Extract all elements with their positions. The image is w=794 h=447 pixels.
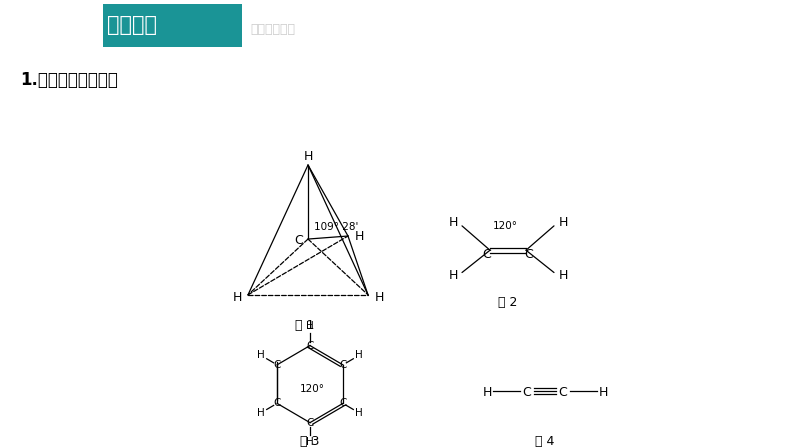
Text: 120°: 120° <box>492 221 518 231</box>
Text: H: H <box>558 216 568 229</box>
Text: H: H <box>256 350 264 360</box>
Text: H: H <box>356 350 363 360</box>
Text: H: H <box>303 150 313 164</box>
Text: 图 3: 图 3 <box>300 435 320 447</box>
Text: H: H <box>354 229 364 243</box>
Text: 夯实必备知识: 夯实必备知识 <box>250 23 295 36</box>
Text: 图 1: 图 1 <box>295 319 314 332</box>
Text: H: H <box>356 408 363 418</box>
Text: H: H <box>256 408 264 418</box>
Text: 120°: 120° <box>299 384 325 394</box>
Text: C: C <box>273 398 281 409</box>
Text: H: H <box>599 386 607 399</box>
Text: C: C <box>525 248 534 261</box>
Text: C: C <box>306 341 314 350</box>
Text: H: H <box>482 386 491 399</box>
Text: H: H <box>449 216 457 229</box>
Text: C: C <box>339 398 347 409</box>
Text: C: C <box>522 386 531 399</box>
Text: H: H <box>449 269 457 282</box>
Text: C: C <box>273 360 281 370</box>
Text: 109° 28': 109° 28' <box>314 222 358 232</box>
Text: 图 4: 图 4 <box>535 435 555 447</box>
Text: H: H <box>233 291 241 304</box>
Text: 图 2: 图 2 <box>499 296 518 309</box>
Text: H: H <box>306 437 314 447</box>
Text: H: H <box>374 291 384 304</box>
Text: 归纳整合: 归纳整合 <box>107 15 157 35</box>
Text: C: C <box>483 248 491 261</box>
Text: C: C <box>559 386 568 399</box>
Text: H: H <box>306 321 314 331</box>
Text: C: C <box>306 417 314 428</box>
Text: C: C <box>339 360 347 370</box>
Text: H: H <box>558 269 568 282</box>
Bar <box>103 4 242 47</box>
Text: C: C <box>295 234 303 247</box>
Text: 1.熟记四种基本模型: 1.熟记四种基本模型 <box>20 71 118 89</box>
